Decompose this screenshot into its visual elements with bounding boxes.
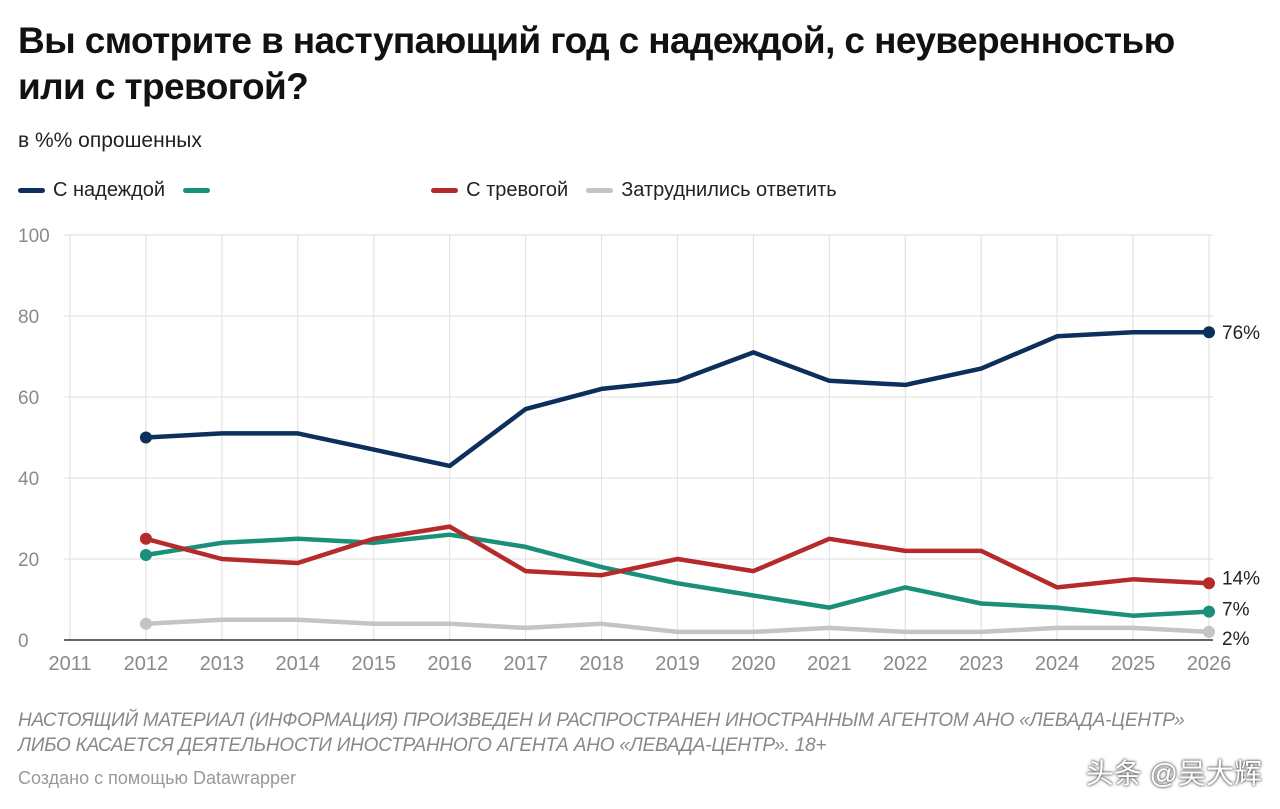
x-tick-label: 2025	[1111, 653, 1156, 675]
legend-swatch-uncertainty	[183, 187, 211, 193]
x-tick-label: 2017	[503, 653, 548, 675]
legend-label-hope: С надеждой	[53, 178, 166, 201]
y-tick-label: 20	[18, 550, 39, 571]
series-line-2	[143, 524, 1212, 590]
x-tick-label: 2023	[959, 653, 1004, 675]
series-end-point-3	[1203, 625, 1215, 638]
x-tick-label: 2016	[427, 653, 472, 675]
series-end-point-2	[1203, 577, 1215, 590]
y-tick-label: 100	[18, 226, 50, 247]
label-layer: 76% 7% 14% 2%	[1222, 323, 1260, 650]
x-tick-label: 2012	[124, 653, 169, 675]
series-end-point-0	[1203, 326, 1215, 339]
x-tick-label: 2020	[731, 653, 776, 675]
end-value-label: 2%	[1222, 629, 1250, 650]
datawrapper-credit: Создано с помощью Datawrapper	[18, 768, 297, 788]
legend: С надеждой С тревогой Затруднились ответ…	[18, 177, 855, 203]
x-tick-label: 2013	[200, 653, 245, 675]
end-value-label: 14%	[1222, 568, 1260, 589]
chart-title: Вы смотрите в наступающий год с надеждой…	[18, 20, 1175, 107]
grid-layer: 0 20 40 60 80 100 2011 2012 2013 2014 2015 2016 2017…	[18, 226, 1231, 675]
x-tick-label: 2019	[655, 653, 700, 675]
y-tick-label: 60	[18, 388, 39, 409]
legend-item-uncertainty	[183, 180, 413, 200]
y-tick-label: 80	[18, 307, 39, 328]
watermark: 头条 @吴大辉	[1085, 758, 1262, 789]
legend-item-hope: С надеждой	[18, 179, 165, 202]
x-tick-label: 2018	[579, 653, 624, 675]
y-tick-label: 0	[18, 631, 29, 652]
series-start-point-3	[139, 617, 152, 630]
legend-label-anxiety: С тревогой	[466, 178, 569, 201]
series-end-point-1	[1203, 605, 1215, 618]
legend-item-undecided: Затруднились ответить	[586, 178, 837, 202]
series-start-point-2	[139, 532, 152, 545]
end-value-label: 7%	[1222, 600, 1250, 621]
series-start-point-0	[139, 431, 152, 444]
series-start-point-1	[139, 548, 152, 561]
series-line-1	[143, 532, 1212, 618]
chart-subtitle: в %% опрошенных	[18, 129, 202, 152]
x-tick-label: 2022	[883, 653, 928, 675]
x-tick-label: 2021	[807, 653, 852, 675]
legend-label-undecided: Затруднились ответить	[621, 178, 837, 201]
x-tick-label: 2015	[351, 653, 396, 675]
legend-swatch-undecided	[586, 187, 614, 193]
series-line-3	[143, 617, 1212, 635]
x-tick-label: 2024	[1035, 653, 1080, 675]
series-line-0	[143, 329, 1212, 469]
x-tick-label: 2011	[48, 653, 91, 675]
legend-swatch-hope	[18, 187, 45, 193]
legend-swatch-anxiety	[431, 187, 459, 193]
legend-item-anxiety: С тревогой	[431, 179, 568, 202]
x-tick-label: 2026	[1187, 653, 1232, 675]
series-layer	[139, 326, 1215, 638]
foreign-agent-notice: Настоящий материал (информация) произвед…	[18, 710, 1185, 756]
end-value-label: 76%	[1222, 323, 1260, 344]
x-tick-label: 2014	[276, 653, 321, 675]
line-chart: 0 20 40 60 80 100 2011 2012 2013 2014 2015 2016 2017…	[18, 226, 1260, 675]
y-tick-label: 40	[18, 469, 39, 490]
